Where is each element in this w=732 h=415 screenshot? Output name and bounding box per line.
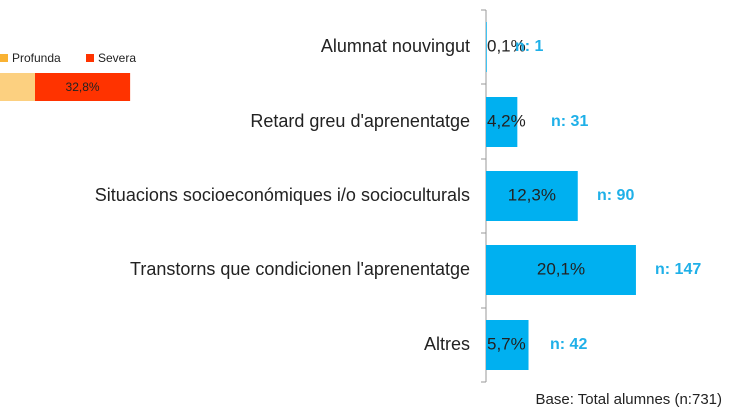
bar	[486, 171, 578, 221]
value-label: 20,1%	[537, 259, 585, 278]
value-label: 0,1%	[487, 36, 526, 55]
value-label: 12,3%	[508, 185, 556, 204]
bar	[486, 22, 487, 72]
count-label: n: 90	[597, 187, 634, 204]
count-label: n: 42	[550, 336, 587, 353]
category-label: Transtorns que condicionen l'aprenentatg…	[130, 259, 470, 279]
fragment-segment	[0, 73, 35, 101]
bar	[486, 97, 518, 147]
bar-segment	[35, 73, 131, 101]
value-label: 4,2%	[487, 111, 526, 130]
category-label: Altres	[424, 334, 470, 354]
legend-label: Severa	[98, 51, 136, 65]
category-label: Situacions socioeconómiques i/o sociocul…	[95, 185, 470, 205]
count-label: n: 147	[655, 261, 701, 278]
bar	[486, 245, 636, 295]
footnote: Base: Total alumnes (n:731)	[536, 391, 723, 408]
legend-label: Profunda	[12, 51, 61, 65]
category-label: Alumnat nouvingut	[321, 36, 470, 56]
count-label: n: 1	[515, 38, 544, 55]
legend-swatch	[0, 54, 8, 62]
category-label: Retard greu d'aprenentatge	[250, 111, 470, 131]
value-label: 5,7%	[487, 334, 526, 353]
bar	[486, 320, 529, 370]
legend-swatch	[86, 54, 94, 62]
segment-label: 32,8%	[66, 80, 100, 94]
count-label: n: 31	[551, 113, 588, 130]
